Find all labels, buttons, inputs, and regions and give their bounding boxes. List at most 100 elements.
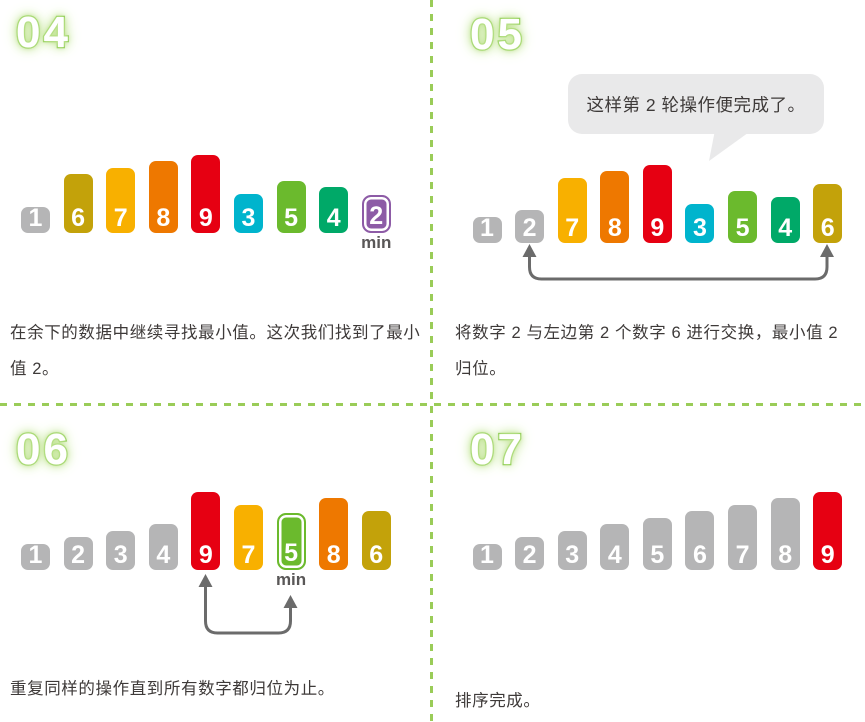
bar-value: 4 — [607, 540, 622, 569]
bar: 5 — [276, 181, 306, 233]
bar-value: 9 — [820, 540, 835, 569]
swap-arrow-line — [528, 253, 829, 281]
min-label: min — [361, 233, 392, 252]
bar: 8 — [600, 171, 630, 243]
bar-value: 2 — [71, 540, 86, 569]
min-label: min — [275, 570, 307, 589]
bar-row: 1 6 7 8 9 3 5 4 2 min — [21, 155, 391, 251]
divider-horizontal — [0, 403, 865, 406]
bar-value: 3 — [113, 540, 128, 569]
bar: 9 — [191, 492, 221, 570]
bar-value: 4 — [778, 213, 793, 242]
bar: 2 — [63, 537, 93, 570]
bar: 6 — [813, 184, 843, 243]
bar-value: 8 — [778, 540, 793, 569]
bar: 8 — [770, 498, 800, 570]
bar-value: 1 — [28, 540, 43, 569]
panel-step-04: 04 1 6 7 8 9 3 5 4 2 min 在余下的数据中继续寻找最小值。这次我们找到了最小… — [0, 0, 432, 405]
bar: 9 — [191, 155, 221, 233]
bar: 8 — [148, 161, 178, 233]
bar-value: 5 — [284, 203, 299, 232]
bar-value: 3 — [693, 213, 707, 242]
bar-value: 5 — [735, 213, 750, 242]
divider-vertical — [430, 0, 433, 722]
bar-value: 3 — [241, 203, 256, 232]
bar: 9 — [642, 165, 672, 243]
bar-value: 9 — [650, 213, 665, 242]
bar-value: 6 — [71, 203, 86, 232]
bar-value: 1 — [28, 203, 43, 232]
bar: 4 — [770, 197, 800, 243]
bar: 6 — [685, 511, 715, 570]
bar-value: 6 — [369, 540, 384, 569]
bar: 4 — [319, 187, 349, 233]
bar-value: 5 — [284, 538, 299, 567]
bar: 1 — [21, 540, 50, 570]
bar-min-highlight: 2 min — [361, 195, 391, 251]
bar: 1 — [472, 540, 502, 570]
bar-value: 4 — [156, 540, 171, 569]
bar: 6 — [63, 174, 93, 233]
speech-bubble-tail — [709, 130, 752, 161]
step-number: 05 — [469, 9, 525, 61]
swap-arrow-line — [204, 585, 292, 635]
caption: 在余下的数据中继续寻找最小值。这次我们找到了最小值 2。 — [10, 324, 421, 378]
bar-value: 7 — [735, 540, 750, 569]
bar: 9 — [813, 492, 843, 570]
caption: 将数字 2 与左边第 2 个数字 6 进行交换，最小值 2 归位。 — [455, 324, 839, 378]
bar: 5 — [642, 518, 672, 570]
bar: 4 — [148, 524, 178, 570]
step-number: 04 — [15, 7, 71, 59]
bar-value: 7 — [113, 203, 128, 232]
caption: 排序完成。 — [455, 692, 541, 710]
bar: 7 — [557, 178, 587, 243]
bar: 4 — [600, 524, 630, 570]
bar-value: 7 — [241, 540, 256, 569]
bar-row: 1 2 3 4 9 7 5 min 8 6 — [21, 492, 391, 588]
bar-value: 6 — [693, 540, 707, 569]
bar: 3 — [233, 194, 263, 233]
arrowhead-left — [198, 574, 213, 587]
arrowhead-left — [522, 244, 537, 257]
bar: 5 — [728, 191, 758, 243]
caption: 重复同样的操作直到所有数字都归位为止。 — [10, 680, 335, 698]
bar-value: 9 — [198, 540, 213, 569]
bar-value: 2 — [522, 540, 537, 569]
step-number: 07 — [469, 424, 525, 476]
bar: 8 — [319, 498, 349, 570]
bar: 6 — [361, 511, 391, 570]
bar-value: 8 — [156, 203, 171, 232]
bar: 1 — [21, 203, 50, 233]
bar: 2 — [515, 537, 545, 570]
bar-value: 1 — [480, 213, 494, 242]
bar-value: 4 — [326, 203, 341, 232]
arrowhead-right — [820, 244, 834, 257]
bar-value: 1 — [480, 540, 494, 569]
bar: 7 — [106, 168, 136, 233]
bar-value: 2 — [522, 213, 537, 242]
panel-step-06: 06 1 2 3 4 9 7 5 min 8 6 重复同样的操作直到所有数字都归位为止。 — [0, 405, 432, 722]
bar: 3 — [557, 531, 587, 570]
bar: 3 — [106, 531, 136, 570]
bar-value: 2 — [369, 201, 384, 230]
bar: 3 — [685, 204, 715, 243]
bar-value: 9 — [198, 203, 213, 232]
bar: 2 — [515, 210, 545, 243]
bar-min-highlight: 5 min — [276, 513, 306, 588]
bar: 7 — [728, 505, 758, 570]
step-number: 06 — [15, 424, 71, 476]
bar-value: 7 — [565, 213, 580, 242]
bar-value: 8 — [607, 213, 622, 242]
bar: 1 — [472, 213, 502, 243]
bar: 7 — [233, 505, 263, 570]
bar-value: 3 — [565, 540, 580, 569]
speech-bubble: 这样第 2 轮操作便完成了。 — [568, 74, 824, 134]
bar-value: 8 — [326, 540, 341, 569]
arrowhead-right — [283, 595, 298, 608]
bar-value: 5 — [650, 540, 665, 569]
